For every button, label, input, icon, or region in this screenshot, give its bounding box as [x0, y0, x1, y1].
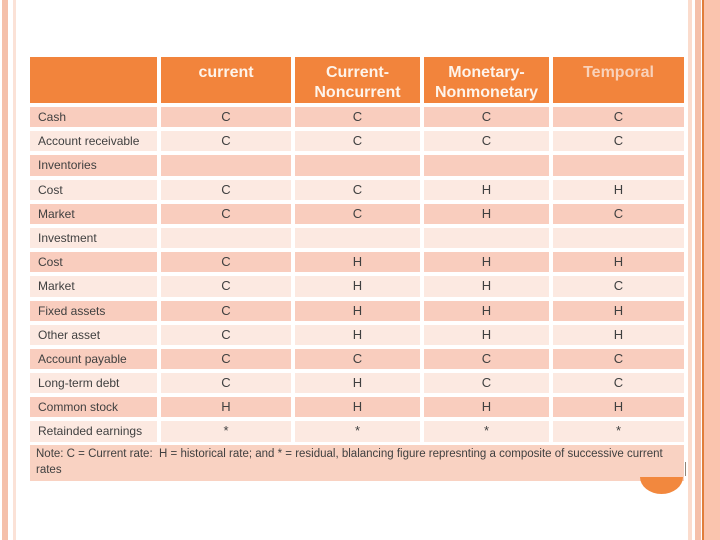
cell-value: C [161, 276, 291, 297]
cell-value: * [161, 421, 291, 442]
cell-value [295, 155, 420, 176]
header-cell-current: current [161, 57, 291, 103]
cell-value: H [424, 276, 549, 297]
cell-value: C [161, 131, 291, 152]
row-label: Common stock [30, 397, 157, 418]
cell-value [553, 155, 684, 176]
right-accent-stripe [695, 0, 701, 540]
row-label: Other asset [30, 324, 157, 345]
row-label: Market [30, 203, 157, 224]
row-label: Market [30, 276, 157, 297]
cell-value: C [553, 131, 684, 152]
row-label: Cost [30, 252, 157, 273]
cell-value: C [161, 107, 291, 128]
translation-methods-table: current Current-Noncurrent Monetary-Nonm… [30, 57, 684, 442]
row-label: Inventories [30, 155, 157, 176]
cell-value: C [424, 348, 549, 370]
row-label: Investment [30, 227, 157, 249]
cell-value: C [161, 252, 291, 273]
cell-value: H [553, 300, 684, 321]
cell-value: C [161, 348, 291, 370]
cell-value: C [295, 203, 420, 224]
header-cell-temporal: Temporal [553, 57, 684, 103]
right-accent-stripe-light [688, 0, 692, 540]
cell-value: C [553, 107, 684, 128]
cell-value: C [553, 203, 684, 224]
cell-value: H [553, 397, 684, 418]
cell-value: C [424, 373, 549, 394]
header-cell-monetary-nonmonetary: Monetary-Nonmonetary [424, 57, 549, 103]
footnote-shadow-line [685, 462, 686, 476]
cell-value: H [424, 252, 549, 273]
cell-value: C [161, 324, 291, 345]
cell-value: C [553, 348, 684, 370]
cell-value: H [424, 203, 549, 224]
row-label: Long-term debt [30, 373, 157, 394]
cell-value: C [295, 348, 420, 370]
cell-value: H [553, 179, 684, 200]
cell-value: C [161, 300, 291, 321]
cell-value: C [424, 107, 549, 128]
cell-value: H [295, 276, 420, 297]
cell-value: C [295, 179, 420, 200]
cell-value: * [553, 421, 684, 442]
row-label: Cash [30, 107, 157, 128]
cell-value: H [295, 397, 420, 418]
row-label: Cost [30, 179, 157, 200]
cell-value [424, 155, 549, 176]
footnote: Note: C = Current rate: H = historical r… [30, 445, 684, 482]
cell-value: H [424, 324, 549, 345]
cell-value: * [295, 421, 420, 442]
cell-value: C [553, 276, 684, 297]
right-accent-line [702, 0, 704, 540]
cell-value: H [424, 300, 549, 321]
cell-value [161, 155, 291, 176]
cell-value: C [161, 179, 291, 200]
cell-value: C [553, 373, 684, 394]
cell-value [161, 227, 291, 249]
row-label: Retainded earnings [30, 421, 157, 442]
cell-value: C [161, 373, 291, 394]
cell-value: H [161, 397, 291, 418]
cell-value: H [295, 252, 420, 273]
table-grid: current Current-Noncurrent Monetary-Nonm… [30, 57, 684, 442]
cell-value [295, 227, 420, 249]
row-label: Account payable [30, 348, 157, 370]
cell-value: C [295, 131, 420, 152]
cell-value: H [424, 397, 549, 418]
cell-value: H [295, 324, 420, 345]
header-cell-current-noncurrent: Current-Noncurrent [295, 57, 420, 103]
row-label: Account receivable [30, 131, 157, 152]
row-label: Fixed assets [30, 300, 157, 321]
header-cell-rowlabel [30, 57, 157, 103]
accent-circle-decoration [640, 477, 683, 494]
cell-value: C [161, 203, 291, 224]
left-accent-stripe-thin [13, 0, 16, 540]
cell-value: * [424, 421, 549, 442]
cell-value: C [295, 107, 420, 128]
cell-value: H [295, 373, 420, 394]
cell-value [424, 227, 549, 249]
right-accent-band [704, 0, 720, 540]
cell-value: H [553, 252, 684, 273]
left-accent-stripe [2, 0, 8, 540]
cell-value: H [424, 179, 549, 200]
cell-value [553, 227, 684, 249]
cell-value: H [295, 300, 420, 321]
cell-value: H [553, 324, 684, 345]
cell-value: C [424, 131, 549, 152]
